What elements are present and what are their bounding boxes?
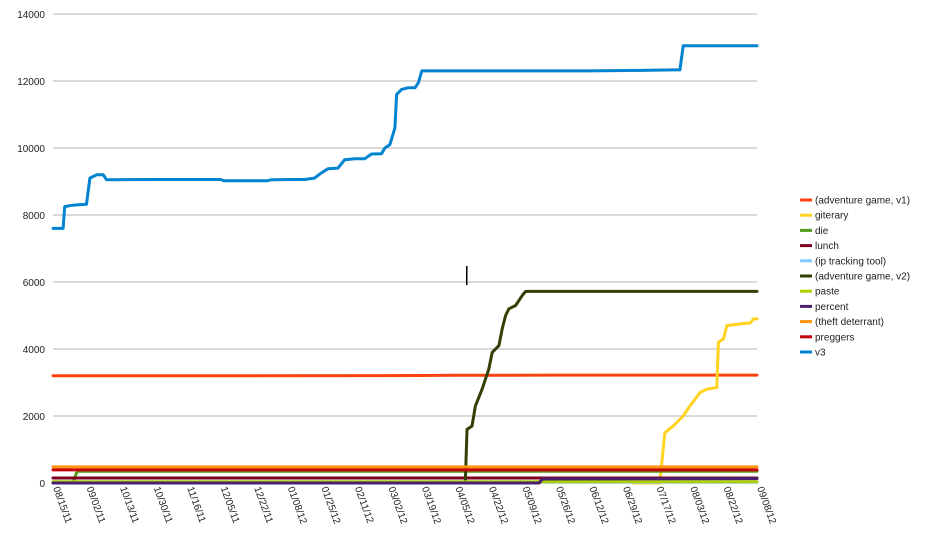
x-tick-label: 09/08/12 xyxy=(754,485,778,526)
series-line-0 xyxy=(51,373,759,378)
x-tick-label: 09/02/11 xyxy=(84,485,108,525)
series-lines xyxy=(51,44,759,485)
x-tick-label: 11/16/11 xyxy=(184,485,207,524)
x-tick-label: 01/25/12 xyxy=(318,485,342,526)
legend-label: lunch xyxy=(815,241,839,252)
legend-label: (theft deterrant) xyxy=(815,317,884,328)
y-tick-label: 4000 xyxy=(23,345,46,356)
x-tick-label: 07/17/12 xyxy=(654,485,678,526)
x-tick-label: 05/26/12 xyxy=(553,485,577,526)
gridlines xyxy=(53,13,757,484)
legend-label: giterary xyxy=(815,211,848,222)
x-axis: 08/15/11 09/02/11 10/13/11 10/30/11 11/16/11… xyxy=(50,485,778,526)
series-line-1 xyxy=(631,317,759,485)
y-tick-label: 6000 xyxy=(23,278,46,289)
legend-label: paste xyxy=(815,287,840,298)
y-axis: 0 2000 4000 6000 8000 10000 12000 14000 xyxy=(17,10,757,490)
y-tick-label: 12000 xyxy=(17,77,45,88)
y-tick-label: 8000 xyxy=(23,211,46,222)
series-line-10 xyxy=(51,44,759,230)
legend-label: die xyxy=(815,226,829,237)
y-tick-label: 14000 xyxy=(17,10,45,21)
x-tick-label: 06/12/12 xyxy=(587,485,611,526)
legend-label: v3 xyxy=(815,348,826,359)
legend-label: (adventure game, v2) xyxy=(815,272,910,283)
y-tick-label: 10000 xyxy=(17,144,45,155)
legend-label: percent xyxy=(815,302,849,313)
x-tick-label: 03/19/12 xyxy=(419,485,443,526)
x-tick-label: 03/02/12 xyxy=(385,485,409,526)
legend-label: (ip tracking tool) xyxy=(815,256,886,267)
x-tick-label: 10/13/11 xyxy=(117,485,141,525)
legend-label: (adventure game, v1) xyxy=(815,196,910,207)
x-tick-label: 10/30/11 xyxy=(151,485,175,525)
x-tick-label: 04/05/12 xyxy=(452,485,476,526)
x-tick-label: 04/22/12 xyxy=(486,485,510,526)
x-tick-label: 08/03/12 xyxy=(687,485,711,526)
series-line-5 xyxy=(447,289,759,485)
series-line-7 xyxy=(51,477,759,485)
x-tick-label: 05/09/12 xyxy=(520,485,544,526)
x-tick-label: 12/05/11 xyxy=(218,485,242,525)
y-tick-label: 0 xyxy=(39,479,45,490)
x-tick-label: 12/22/11 xyxy=(251,485,275,525)
legend: (adventure game, v1) giterary die lunch (ip … xyxy=(800,196,910,359)
x-tick-label: 08/22/12 xyxy=(721,485,745,526)
y-tick-label: 2000 xyxy=(23,412,46,423)
text-cursor-icon xyxy=(466,266,468,285)
x-tick-label: 01/08/12 xyxy=(285,485,309,526)
x-tick-label: 08/15/11 xyxy=(50,485,74,525)
x-tick-label: 06/29/12 xyxy=(620,485,644,526)
legend-label: preggers xyxy=(815,332,854,343)
x-tick-label: 02/11/12 xyxy=(352,485,376,525)
